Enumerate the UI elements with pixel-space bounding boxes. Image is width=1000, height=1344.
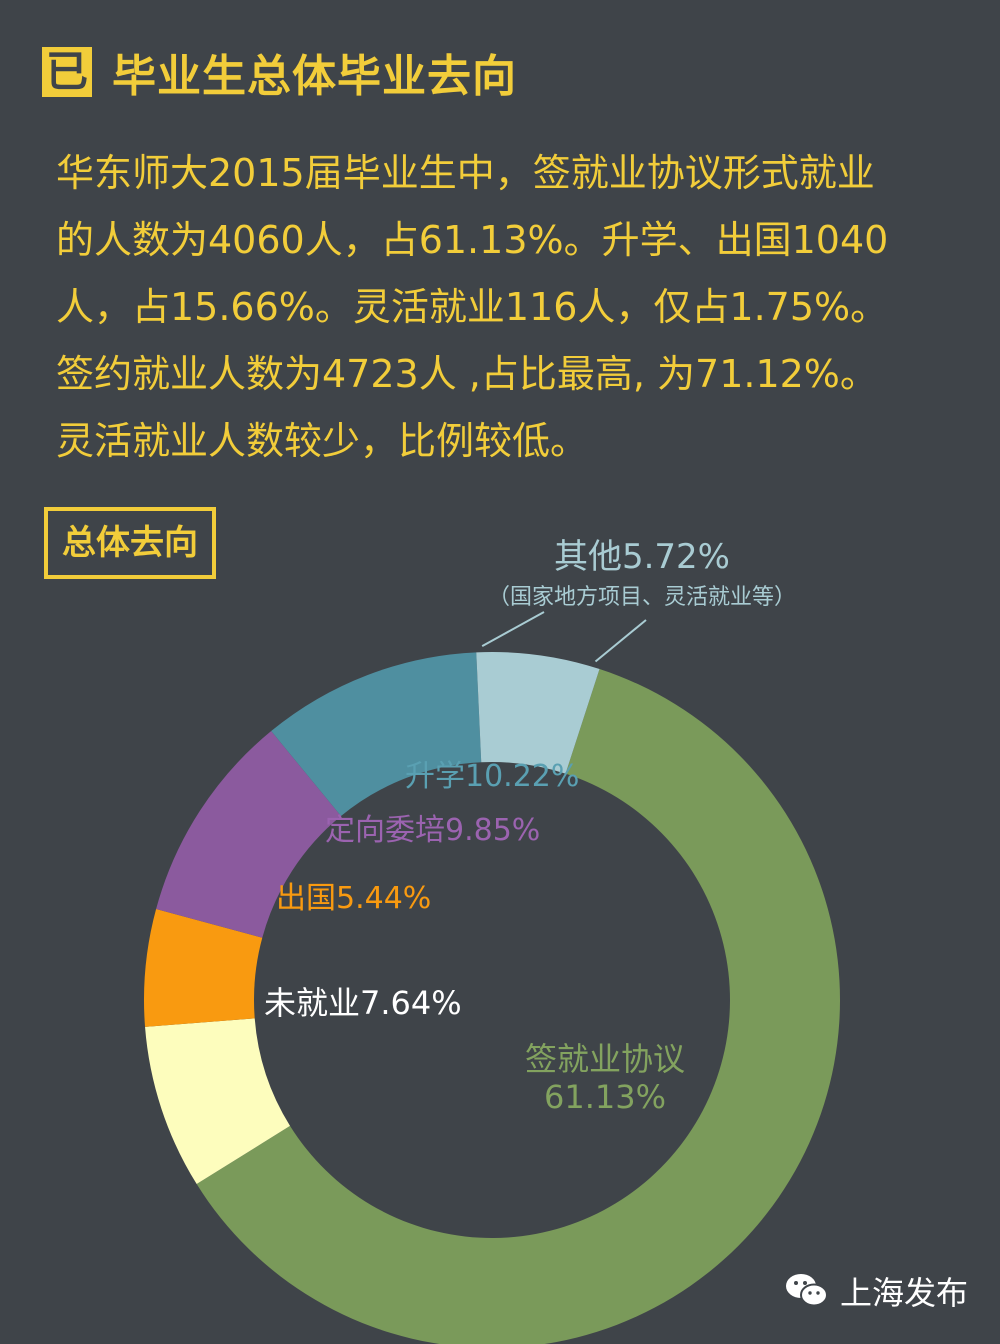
summary-line: 人，占15.66%。灵活就业116人，仅占1.75%。 [56,285,889,329]
leader-line-0 [481,611,545,648]
donut-slice-0 [196,669,840,1344]
donut-slice-3 [156,731,341,938]
summary-paragraph: 华东师大2015届毕业生中，签就业协议形式就业 的人数为4060人，占61.13… [56,140,966,475]
summary-line: 的人数为4060人，占61.13%。升学、出国1040 [56,218,889,262]
donut-slice-5 [476,652,600,774]
donut-slice-4 [271,652,482,817]
source-credit: 上海发布 [784,1268,968,1314]
slice-note-5: （国家地方项目、灵活就业等） [488,585,796,610]
summary-line: 灵活就业人数较少，比例较低。 [56,419,589,463]
slice-label-2: 出国5.44% [276,881,431,916]
leader-line-1 [594,619,647,663]
section-number-icon: 已 [42,47,92,97]
donut-slice-2 [143,909,263,1027]
slice-label-0: 签就业协议 [525,1040,685,1078]
wechat-icon [785,1274,828,1307]
section-header: 已 毕业生总体毕业去向 [42,40,517,104]
section-badge: 总体去向 [44,507,216,579]
slice-label-4: 升学10.22% [405,759,579,794]
slice-label-3: 定向委培9.85% [325,813,540,848]
slice-label-5: 其他5.72% [554,537,730,577]
slice-label-1: 未就业7.64% [264,984,462,1022]
donut-slice-1 [145,1018,291,1185]
page-title: 毕业生总体毕业去向 [112,51,517,102]
slice-value-0: 61.13% [544,1078,666,1116]
summary-line: 签约就业人数为4723人 ,占比最高, 为71.12%。 [56,352,878,396]
credit-text: 上海发布 [839,1274,968,1312]
summary-line: 华东师大2015届毕业生中，签就业协议形式就业 [56,151,875,195]
